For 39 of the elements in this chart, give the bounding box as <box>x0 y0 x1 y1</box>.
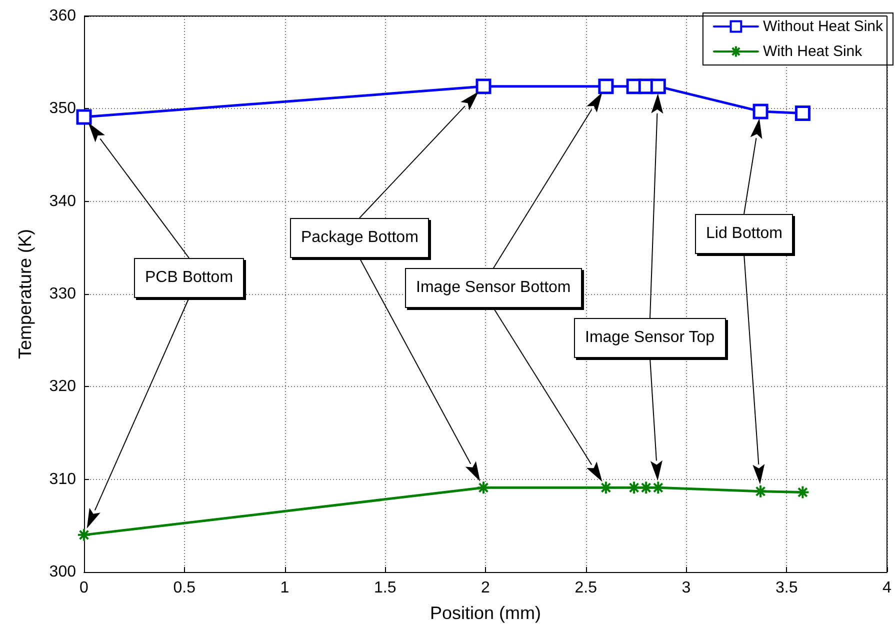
point <box>598 480 613 495</box>
x-tick-label: 1 <box>280 580 290 596</box>
point <box>651 480 666 495</box>
x-tick-label: 3.5 <box>776 580 798 596</box>
point <box>627 480 642 495</box>
x-tick-label: 2.5 <box>574 580 598 596</box>
point <box>794 106 810 122</box>
x-tick-label: 2 <box>481 580 490 596</box>
annotation: Image Sensor Bottom <box>405 268 582 308</box>
point <box>598 78 614 94</box>
x-tick-label: 0.5 <box>173 580 196 596</box>
x-axis-title: Position (mm) <box>430 603 542 623</box>
x-tick-label: 1.5 <box>374 580 396 596</box>
legend-label: Without Heat Sink <box>762 18 884 35</box>
y-tick-label: 350 <box>49 100 76 118</box>
legend-label: With Heat Sink <box>762 43 863 60</box>
annotation: PCB Bottom <box>134 258 244 298</box>
point <box>639 480 654 495</box>
y-tick-label: 360 <box>49 8 76 24</box>
y-tick-label: 340 <box>49 192 76 210</box>
x-tick-label: 3 <box>682 580 691 596</box>
point <box>476 480 490 495</box>
point <box>754 484 768 498</box>
point <box>796 485 810 500</box>
y-tick-label: 320 <box>49 378 76 396</box>
point <box>752 104 768 120</box>
x-tick-label: 0 <box>80 580 89 596</box>
point <box>76 109 92 125</box>
y-tick-label: 310 <box>49 470 76 488</box>
annotation: Image Sensor Top <box>574 318 726 358</box>
x-tick-label: 4 <box>882 580 892 596</box>
y-tick-label: 330 <box>49 286 76 302</box>
point <box>476 78 492 94</box>
y-tick-label: 300 <box>49 564 76 580</box>
y-axis-title: Temperature (K) <box>15 228 35 360</box>
point <box>77 528 91 542</box>
point <box>650 78 666 94</box>
annotation: Lid Bottom <box>695 214 794 254</box>
annotation: Package Bottom <box>290 218 430 258</box>
